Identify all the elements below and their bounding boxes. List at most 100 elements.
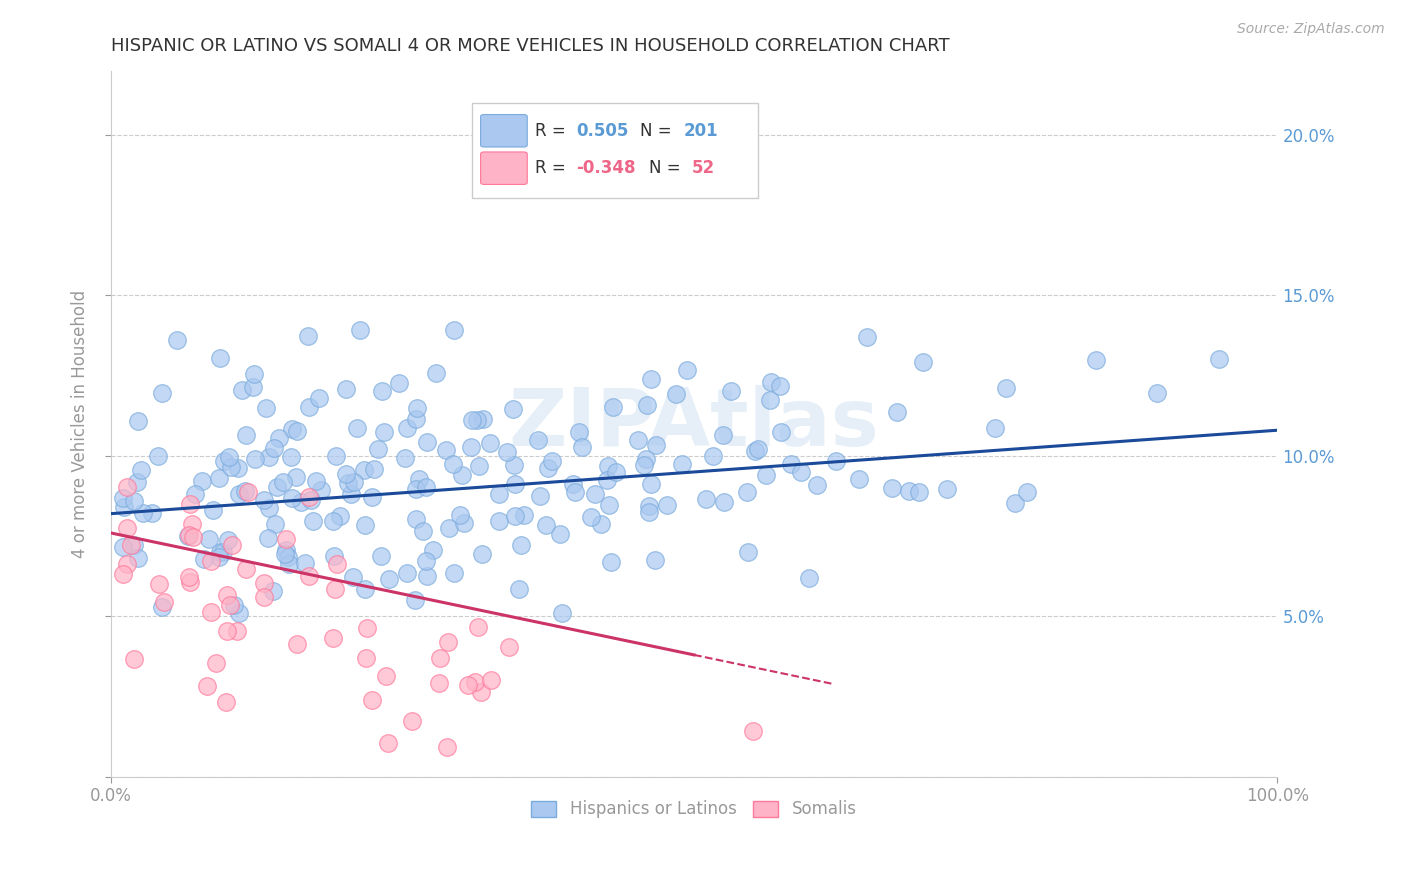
Point <box>191 474 214 488</box>
Point <box>422 542 444 557</box>
Point <box>437 521 460 535</box>
Point <box>583 487 606 501</box>
Point <box>508 582 530 596</box>
Point <box>464 675 486 690</box>
Text: 0.505: 0.505 <box>576 122 628 140</box>
Point <box>912 355 935 369</box>
Point <box>277 550 299 565</box>
Point <box>201 503 224 517</box>
Point <box>281 422 304 436</box>
Point <box>233 484 256 499</box>
Point <box>429 650 451 665</box>
Point <box>548 527 571 541</box>
Point <box>184 487 207 501</box>
Point <box>112 500 135 515</box>
Point <box>297 569 319 583</box>
Point <box>209 351 232 365</box>
Point <box>115 480 138 494</box>
Point <box>284 470 307 484</box>
Point <box>551 606 574 620</box>
Point <box>212 544 235 558</box>
Point <box>1004 496 1026 510</box>
Point <box>335 382 357 396</box>
Point <box>479 435 502 450</box>
Text: HISPANIC OR LATINO VS SOMALI 4 OR MORE VEHICLES IN HOUSEHOLD CORRELATION CHART: HISPANIC OR LATINO VS SOMALI 4 OR MORE V… <box>111 37 949 55</box>
Point <box>166 333 188 347</box>
Point <box>416 569 439 583</box>
Point <box>235 427 257 442</box>
Point <box>205 656 228 670</box>
Point <box>848 472 870 486</box>
Point <box>589 517 612 532</box>
Point <box>363 462 385 476</box>
Point <box>534 518 557 533</box>
Point <box>305 475 328 489</box>
Point <box>441 457 464 471</box>
Point <box>298 490 321 504</box>
Point <box>479 673 502 687</box>
Point <box>287 424 309 438</box>
Point <box>299 493 322 508</box>
Point <box>323 582 346 596</box>
Point <box>266 480 288 494</box>
Point <box>502 401 524 416</box>
Point <box>343 475 366 489</box>
Point <box>375 669 398 683</box>
Point <box>322 515 344 529</box>
Point <box>737 484 759 499</box>
Point <box>416 434 439 449</box>
Point <box>219 459 242 474</box>
Point <box>214 454 236 468</box>
Point <box>562 477 585 491</box>
Point <box>405 482 427 496</box>
Point <box>208 545 231 559</box>
Point <box>353 582 375 597</box>
Text: R =: R = <box>536 122 571 140</box>
Point <box>443 323 465 337</box>
Point <box>395 566 418 580</box>
Point <box>503 458 526 472</box>
Point <box>285 637 308 651</box>
Point <box>328 508 350 523</box>
Point <box>856 330 879 344</box>
Point <box>127 414 149 428</box>
Point <box>596 473 619 487</box>
Point <box>394 450 416 465</box>
Point <box>465 413 488 427</box>
Point <box>218 598 240 612</box>
Point <box>221 537 243 551</box>
Point <box>568 425 591 439</box>
Point <box>215 695 238 709</box>
Point <box>770 425 793 439</box>
Point <box>671 457 693 471</box>
Point <box>436 634 458 648</box>
Point <box>131 463 153 477</box>
Point <box>228 487 250 501</box>
Point <box>337 475 360 490</box>
Point <box>361 693 384 707</box>
Point <box>253 493 276 508</box>
Point <box>197 679 219 693</box>
Point <box>179 575 201 590</box>
Point <box>231 383 253 397</box>
Point <box>309 483 332 497</box>
Point <box>243 367 266 381</box>
Point <box>274 543 297 558</box>
Point <box>263 442 285 456</box>
Text: 201: 201 <box>683 122 718 140</box>
Text: N =: N = <box>648 159 686 178</box>
Point <box>148 450 170 464</box>
Point <box>644 553 666 567</box>
Point <box>148 576 170 591</box>
Point <box>702 449 724 463</box>
Text: R =: R = <box>536 159 571 178</box>
Point <box>179 497 201 511</box>
Point <box>882 482 904 496</box>
Point <box>356 621 378 635</box>
Legend: Hispanics or Latinos, Somalis: Hispanics or Latinos, Somalis <box>524 794 863 825</box>
Point <box>111 491 134 505</box>
Point <box>181 516 204 531</box>
Point <box>326 557 349 571</box>
Point <box>470 685 492 699</box>
Point <box>472 412 495 426</box>
